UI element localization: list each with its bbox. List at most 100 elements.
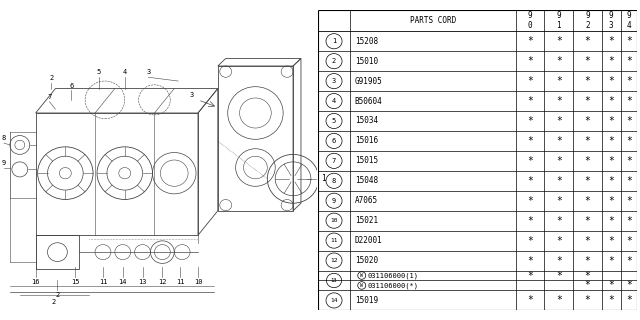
- Text: *: *: [584, 256, 590, 266]
- Text: *: *: [626, 156, 632, 166]
- Text: *: *: [609, 295, 614, 305]
- Text: *: *: [556, 216, 562, 226]
- Text: *: *: [527, 136, 533, 146]
- Text: *: *: [527, 270, 533, 281]
- Text: 9
3: 9 3: [609, 11, 614, 30]
- Text: *: *: [584, 116, 590, 126]
- Text: *: *: [584, 280, 590, 291]
- Text: *: *: [626, 216, 632, 226]
- Text: D22001: D22001: [355, 236, 383, 245]
- Text: 15034: 15034: [355, 116, 378, 125]
- Text: *: *: [527, 176, 533, 186]
- Text: 4: 4: [332, 98, 336, 104]
- Text: *: *: [556, 96, 562, 106]
- Text: *: *: [584, 96, 590, 106]
- Text: *: *: [556, 136, 562, 146]
- Text: *: *: [584, 295, 590, 305]
- Text: *: *: [556, 156, 562, 166]
- Text: *: *: [626, 236, 632, 246]
- Text: 7: 7: [332, 158, 336, 164]
- Text: *: *: [626, 196, 632, 206]
- Text: *: *: [626, 36, 632, 46]
- Text: 7: 7: [47, 94, 52, 100]
- Text: 9
1: 9 1: [556, 11, 561, 30]
- Text: 3: 3: [190, 92, 194, 98]
- Text: 15010: 15010: [355, 57, 378, 66]
- Text: 15019: 15019: [355, 296, 378, 305]
- Text: 15015: 15015: [355, 156, 378, 165]
- Text: *: *: [609, 56, 614, 66]
- Text: 1: 1: [332, 38, 336, 44]
- Text: 6: 6: [332, 138, 336, 144]
- Text: *: *: [584, 76, 590, 86]
- Text: 1: 1: [321, 174, 325, 183]
- Text: *: *: [609, 196, 614, 206]
- Text: 12: 12: [330, 258, 338, 263]
- Text: *: *: [609, 96, 614, 106]
- Text: 2: 2: [55, 292, 60, 298]
- Text: *: *: [609, 216, 614, 226]
- Text: *: *: [527, 236, 533, 246]
- Text: 10: 10: [330, 218, 338, 223]
- Text: *: *: [609, 236, 614, 246]
- Text: *: *: [527, 36, 533, 46]
- Text: 9
4: 9 4: [627, 11, 631, 30]
- Text: *: *: [527, 196, 533, 206]
- Text: *: *: [609, 176, 614, 186]
- Text: 2: 2: [332, 58, 336, 64]
- Text: *: *: [584, 270, 590, 281]
- Text: 12: 12: [158, 279, 166, 285]
- Text: 14: 14: [118, 279, 127, 285]
- Text: *: *: [626, 116, 632, 126]
- Text: *: *: [626, 136, 632, 146]
- Text: *: *: [556, 295, 562, 305]
- Text: *: *: [527, 116, 533, 126]
- Text: PARTS CORD: PARTS CORD: [410, 16, 456, 25]
- Text: *: *: [556, 176, 562, 186]
- Text: 13: 13: [138, 279, 147, 285]
- Text: *: *: [584, 156, 590, 166]
- Text: *: *: [609, 136, 614, 146]
- Text: 031106000(*): 031106000(*): [367, 282, 419, 289]
- Text: *: *: [527, 56, 533, 66]
- Text: *: *: [527, 156, 533, 166]
- Text: 15048: 15048: [355, 176, 378, 185]
- Text: 2: 2: [49, 75, 54, 81]
- Text: *: *: [527, 256, 533, 266]
- Text: *: *: [584, 36, 590, 46]
- Text: *: *: [556, 116, 562, 126]
- Text: *: *: [584, 216, 590, 226]
- Text: 8: 8: [332, 178, 336, 184]
- Text: 10: 10: [194, 279, 202, 285]
- Text: *: *: [556, 56, 562, 66]
- Text: 3: 3: [147, 69, 150, 76]
- Text: *: *: [626, 56, 632, 66]
- Text: *: *: [609, 256, 614, 266]
- Text: *: *: [626, 176, 632, 186]
- Text: *: *: [609, 36, 614, 46]
- Text: *: *: [556, 76, 562, 86]
- Text: B50604: B50604: [355, 97, 383, 106]
- Text: *: *: [556, 196, 562, 206]
- Text: 11: 11: [176, 279, 184, 285]
- Text: *: *: [626, 76, 632, 86]
- Text: *: *: [584, 236, 590, 246]
- Text: *: *: [527, 76, 533, 86]
- Text: G91905: G91905: [355, 76, 383, 86]
- Text: 5: 5: [332, 118, 336, 124]
- Text: 9: 9: [2, 160, 6, 166]
- Text: 16: 16: [31, 279, 40, 285]
- Text: 5: 5: [97, 69, 101, 76]
- Text: *: *: [609, 280, 614, 291]
- Text: 15020: 15020: [355, 256, 378, 265]
- Text: *: *: [527, 96, 533, 106]
- Text: *: *: [556, 270, 562, 281]
- Text: *: *: [556, 236, 562, 246]
- Text: 3: 3: [332, 78, 336, 84]
- Text: 6: 6: [69, 83, 74, 89]
- Text: 15: 15: [71, 279, 79, 285]
- Text: W: W: [360, 283, 363, 288]
- Text: *: *: [626, 96, 632, 106]
- Text: 9
2: 9 2: [585, 11, 589, 30]
- Text: 031106000(1): 031106000(1): [367, 272, 419, 279]
